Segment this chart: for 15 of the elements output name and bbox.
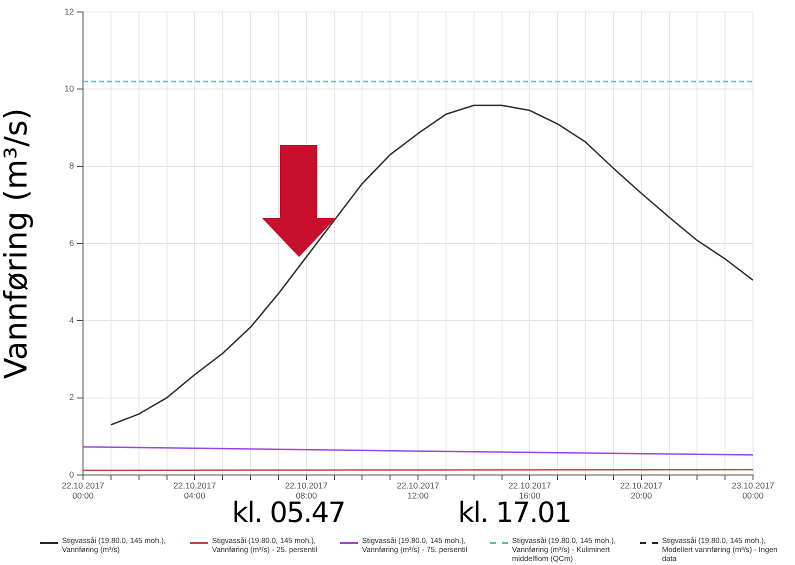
y-tick-label: 6 [69, 238, 74, 248]
x-tick-label: 22.10.2017 20:00 [620, 480, 663, 501]
y-tick-label: 8 [69, 160, 74, 171]
x-tick-label: 22.10.2017 00:00 [62, 480, 105, 501]
x-tick-label: 23.10.2017 00:00 [732, 480, 775, 501]
y-axis-title: Vannføring (m³/s) [0, 108, 35, 379]
y-tick-label: 0 [69, 469, 74, 480]
y-tick-label: 10 [64, 84, 74, 94]
y-tick-label: 12 [64, 6, 74, 16]
x-tick-label: 22.10.2017 08:00 [285, 480, 328, 501]
y-tick-label: 4 [69, 315, 74, 326]
x-tick-label: 22.10.2017 04:00 [173, 480, 216, 501]
x-tick-label: 22.10.2017 16:00 [508, 480, 552, 501]
y-tick-label: 2 [69, 392, 74, 402]
x-tick-label: 22.10.2017 12:00 [396, 480, 440, 501]
